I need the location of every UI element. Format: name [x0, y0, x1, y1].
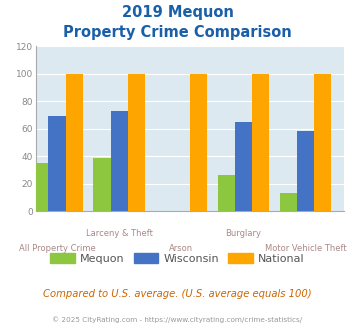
- Bar: [235, 122, 252, 211]
- Text: 2019 Mequon: 2019 Mequon: [121, 5, 234, 20]
- Text: Larceny & Theft: Larceny & Theft: [86, 229, 153, 238]
- Bar: [128, 74, 145, 211]
- Bar: [280, 193, 297, 211]
- Bar: [314, 74, 332, 211]
- Bar: [218, 176, 235, 211]
- Text: All Property Crime: All Property Crime: [19, 244, 95, 253]
- Text: Burglary: Burglary: [225, 229, 261, 238]
- Bar: [297, 131, 314, 211]
- Bar: [66, 74, 83, 211]
- Bar: [31, 163, 48, 211]
- Bar: [252, 74, 269, 211]
- Text: Motor Vehicle Theft: Motor Vehicle Theft: [265, 244, 346, 253]
- Text: Property Crime Comparison: Property Crime Comparison: [63, 25, 292, 40]
- Text: Compared to U.S. average. (U.S. average equals 100): Compared to U.S. average. (U.S. average …: [43, 289, 312, 299]
- Bar: [190, 74, 207, 211]
- Bar: [48, 116, 66, 211]
- Legend: Mequon, Wisconsin, National: Mequon, Wisconsin, National: [46, 248, 309, 268]
- Bar: [110, 111, 128, 211]
- Text: Arson: Arson: [169, 244, 193, 253]
- Bar: [93, 157, 110, 211]
- Text: © 2025 CityRating.com - https://www.cityrating.com/crime-statistics/: © 2025 CityRating.com - https://www.city…: [53, 316, 302, 323]
